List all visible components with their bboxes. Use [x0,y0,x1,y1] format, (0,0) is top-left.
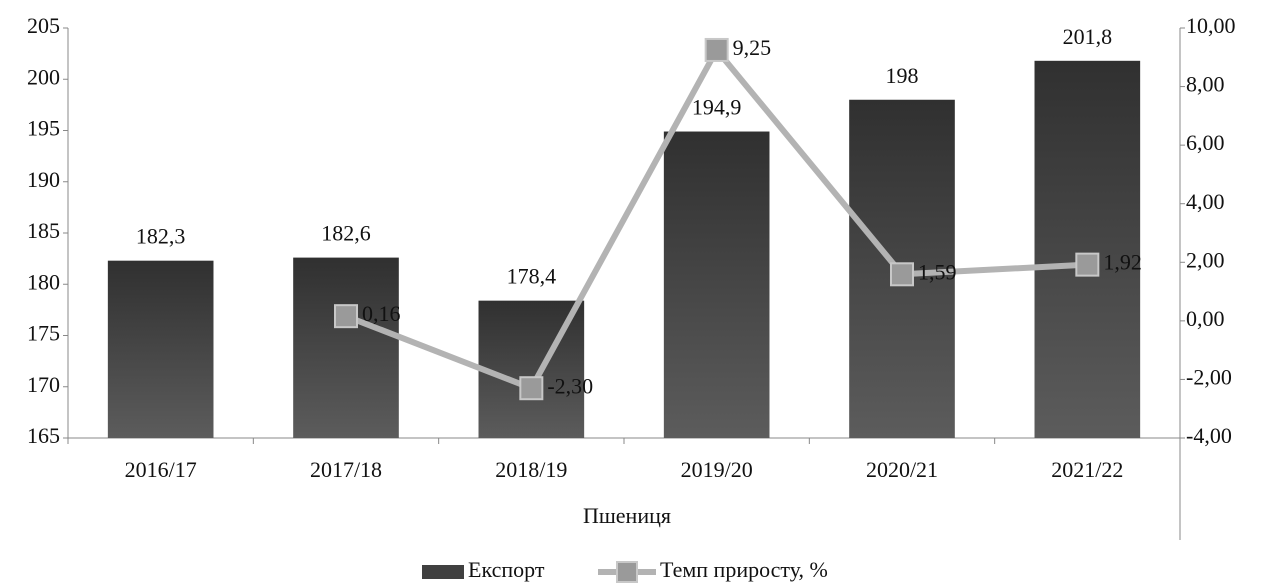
line-value-label: 9,25 [733,35,772,60]
bar [107,260,214,438]
legend-swatch [422,565,464,579]
y-tick-label: 175 [27,321,60,346]
x-tick-label: 2021/22 [1051,457,1123,482]
line-marker [704,37,729,62]
bar-value-label: 178,4 [507,264,557,289]
y-tick-label: 205 [27,13,60,38]
bar-value-label: 182,6 [321,221,371,246]
y-tick-label: 195 [27,116,60,141]
y2-tick-label: 4,00 [1186,189,1225,214]
line-marker [890,262,914,287]
legend-label: Темп приросту, % [660,557,828,582]
bar-value-label: 201,8 [1063,24,1113,49]
bar [1034,60,1141,439]
y-tick-label: 170 [27,372,60,397]
bar-value-label: 182,3 [136,224,186,249]
line-marker [519,376,544,401]
x-tick-label: 2019/20 [681,457,753,482]
line-value-label: -2,30 [547,373,593,398]
y2-tick-label: 8,00 [1186,72,1225,97]
line-marker [1075,252,1100,277]
line-marker [334,304,358,329]
y2-tick-label: -2,00 [1186,364,1232,389]
x-tick-label: 2017/18 [310,457,382,482]
bar [663,131,770,438]
y2-tick-label: 0,00 [1186,306,1225,331]
y2-tick-label: 2,00 [1186,247,1225,272]
y2-tick-label: -4,00 [1186,423,1232,448]
x-tick-label: 2020/21 [866,457,938,482]
legend-label: Експорт [468,557,545,582]
legend-marker [616,561,638,583]
x-tick-label: 2018/19 [495,457,567,482]
y2-tick-label: 10,00 [1186,13,1236,38]
y-tick-label: 180 [27,269,60,294]
y-tick-label: 190 [27,167,60,192]
bar-value-label: 198 [886,63,919,88]
bar-value-label: 194,9 [692,95,742,120]
x-tick-label: 2016/17 [125,457,197,482]
x-axis-label: Пшениця [583,503,671,528]
y-tick-label: 165 [27,423,60,448]
y2-tick-label: 6,00 [1186,130,1225,155]
line-value-label: 1,59 [918,259,957,284]
bar [293,257,399,438]
y-tick-label: 185 [27,218,60,243]
line-value-label: 0,16 [362,301,401,326]
y-tick-label: 200 [27,64,60,89]
line-value-label: 1,92 [1103,250,1142,275]
